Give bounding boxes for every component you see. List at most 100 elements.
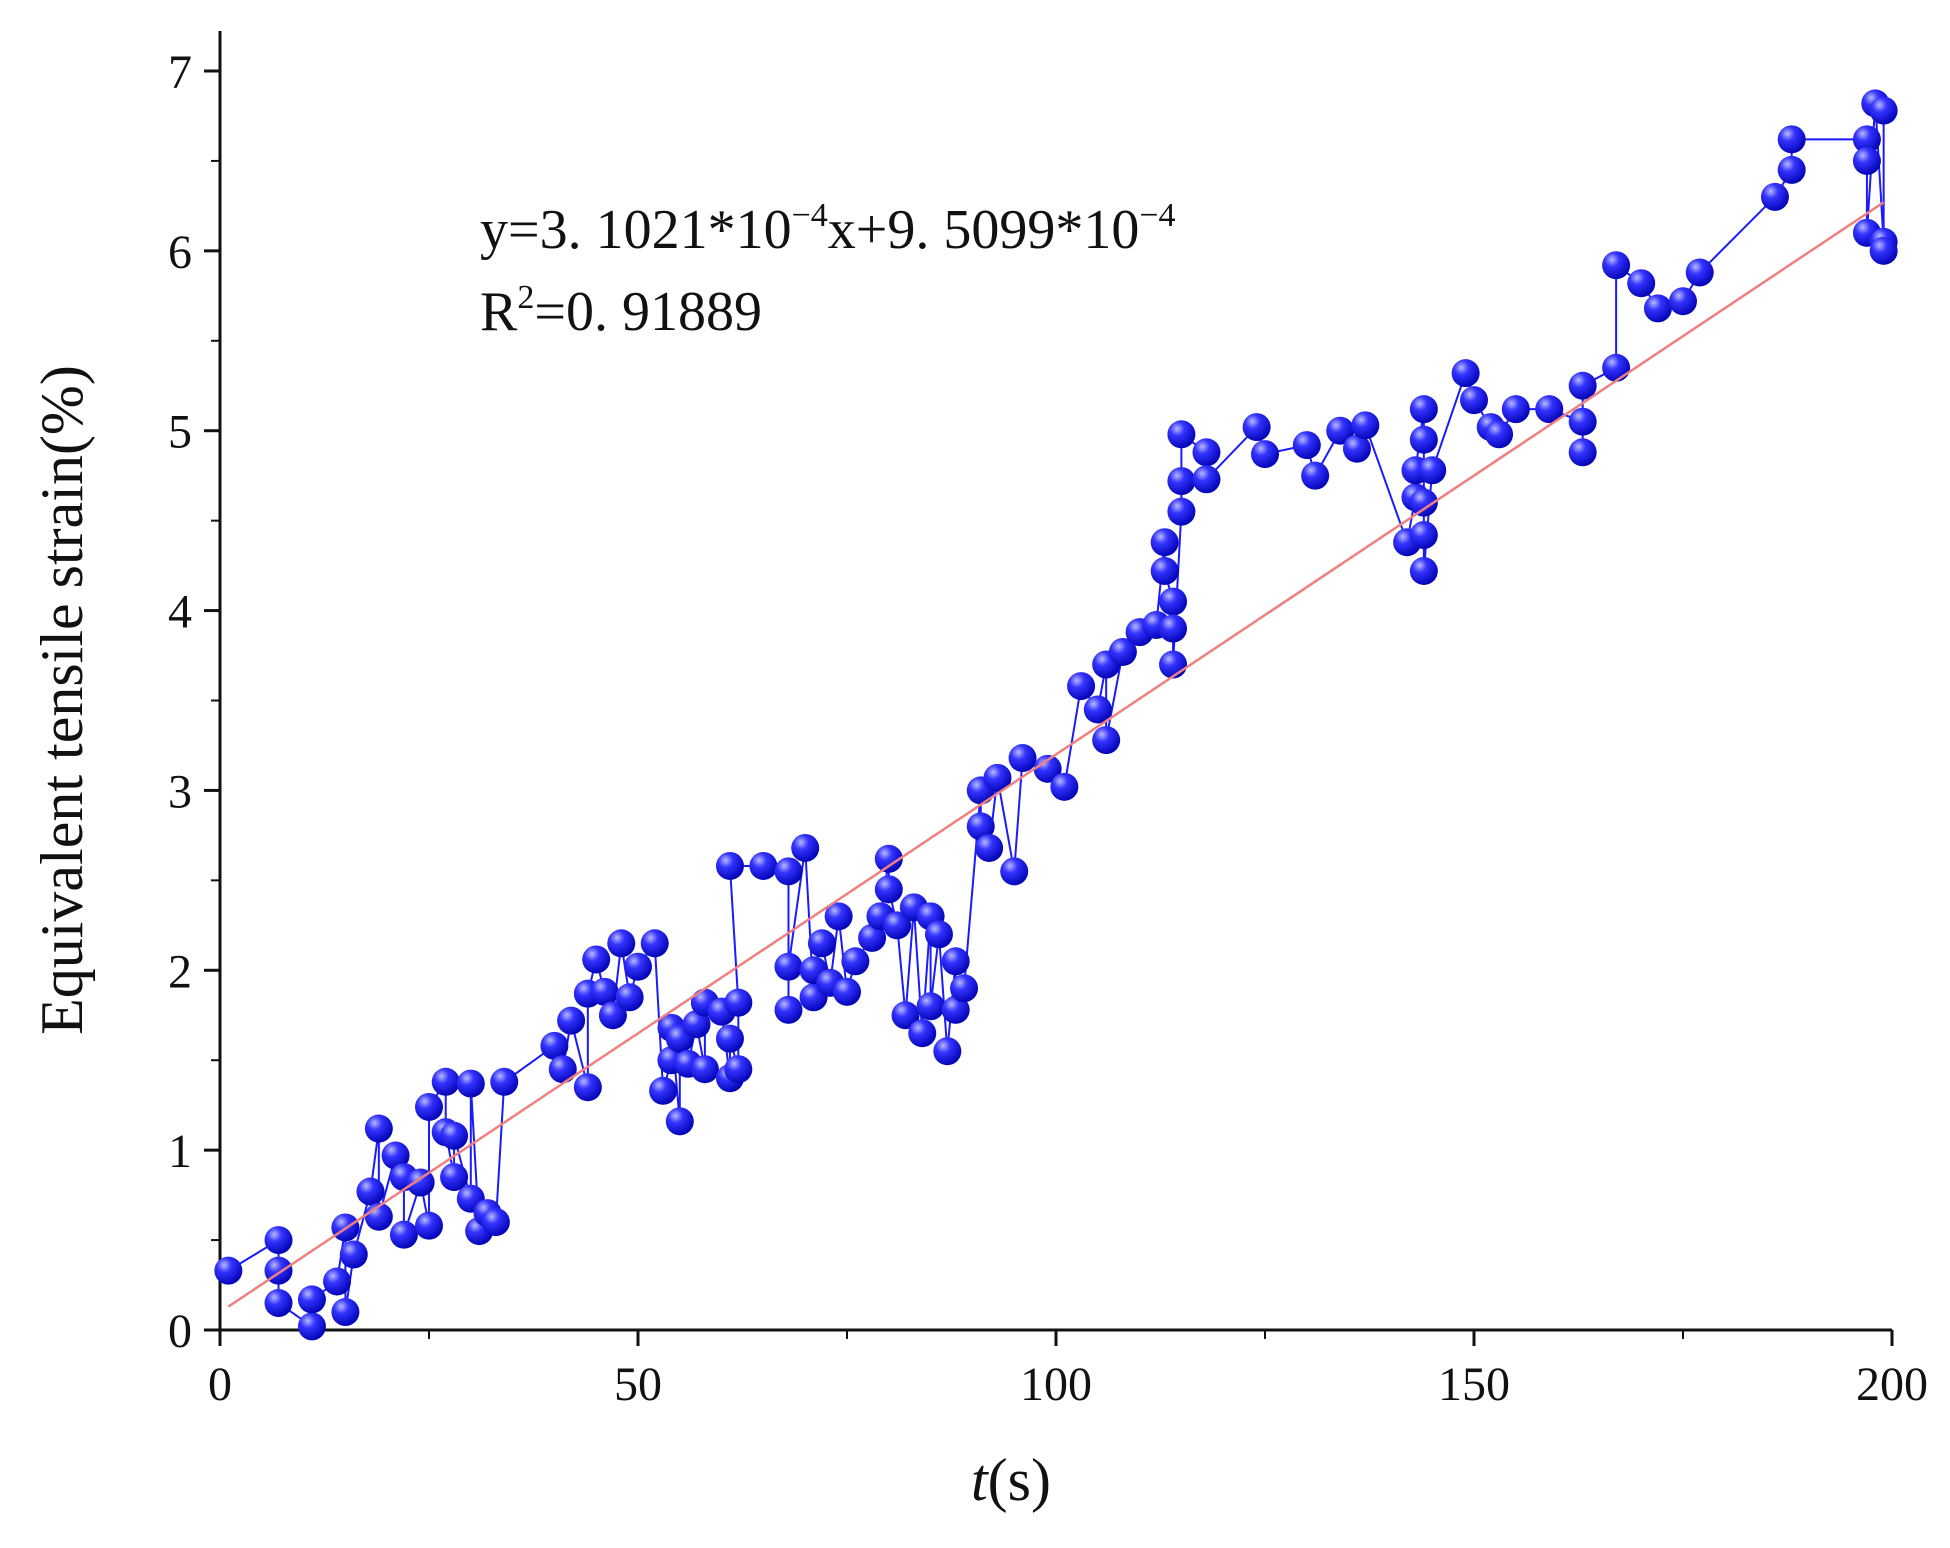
plot-layer: 0 1 2 3 4 5 6 7 0 50 100 150 200 — [168, 31, 1928, 1411]
data-point — [1451, 359, 1480, 388]
data-point — [1777, 125, 1806, 154]
data-point — [607, 929, 636, 958]
data-point — [1627, 269, 1656, 298]
data-point — [615, 983, 644, 1012]
data-point — [791, 833, 820, 862]
data-point — [1326, 416, 1355, 445]
data-point — [950, 974, 979, 1003]
fit-line — [227, 201, 1885, 1308]
data-point — [874, 844, 903, 873]
r-squared-part: =0. 91889 — [534, 281, 762, 343]
y-tick-label: 4 — [168, 586, 192, 639]
data-point — [874, 875, 903, 904]
data-point — [966, 812, 995, 841]
data-point — [774, 995, 803, 1024]
data-point — [924, 920, 953, 949]
y-tick-label: 0 — [168, 1305, 192, 1358]
data-point — [440, 1121, 469, 1150]
data-point — [481, 1208, 510, 1237]
equation-part: x+9. 5099*10 — [828, 199, 1140, 261]
data-point — [548, 1055, 577, 1084]
data-point — [1685, 258, 1714, 287]
data-point — [1760, 182, 1789, 211]
data-point — [1150, 528, 1179, 557]
data-point — [381, 1141, 410, 1170]
data-point — [649, 1076, 678, 1105]
data-point — [1643, 294, 1672, 323]
data-point — [440, 1163, 469, 1192]
data-point — [264, 1289, 293, 1318]
equation-exponent: −4 — [1139, 197, 1175, 234]
data-point — [624, 952, 652, 981]
x-label-symbol: t — [971, 1447, 989, 1513]
data-point — [908, 1019, 937, 1048]
data-point — [1501, 395, 1530, 424]
data-point — [1351, 411, 1380, 440]
data-point — [1485, 420, 1514, 449]
data-point — [1568, 371, 1597, 400]
equation-part: y=3. 1021*10 — [480, 199, 792, 261]
data-point — [1192, 438, 1221, 467]
data-point — [490, 1067, 519, 1096]
data-point — [1092, 726, 1121, 755]
data-point — [297, 1285, 326, 1314]
y-tick-label: 5 — [168, 406, 192, 459]
data-point — [1167, 467, 1196, 496]
data-point — [456, 1069, 485, 1098]
x-tick-label: 100 — [1020, 1358, 1092, 1411]
data-point — [1008, 744, 1037, 773]
data-point — [1409, 521, 1438, 550]
data-point — [640, 929, 669, 958]
data-point — [1535, 395, 1564, 424]
data-point — [975, 833, 1004, 862]
data-point — [323, 1267, 352, 1296]
data-point — [724, 1055, 753, 1084]
data-point — [297, 1312, 326, 1341]
y-tick-label: 2 — [168, 945, 192, 998]
y-axis-label: Equivalent tensile strain(%) — [29, 365, 95, 1035]
x-tick-label: 150 — [1438, 1358, 1510, 1411]
data-point — [1869, 236, 1898, 265]
data-point — [356, 1177, 385, 1206]
y-tick-label: 7 — [168, 46, 192, 99]
data-point — [1409, 425, 1438, 454]
data-point — [749, 851, 778, 880]
data-point — [1409, 488, 1438, 517]
x-tick-label: 200 — [1856, 1358, 1928, 1411]
data-point — [933, 1037, 962, 1066]
data-point — [1050, 772, 1079, 801]
data-point — [264, 1226, 293, 1255]
data-point — [389, 1220, 418, 1249]
data-point — [724, 988, 753, 1017]
data-point — [665, 1107, 694, 1136]
data-point — [590, 977, 619, 1006]
data-point — [582, 945, 611, 974]
data-point — [774, 952, 803, 981]
x-label-unit: (s) — [988, 1447, 1051, 1513]
data-point — [1083, 695, 1112, 724]
data-point — [214, 1256, 243, 1285]
y-tick-label: 6 — [168, 226, 192, 279]
data-point — [431, 1067, 460, 1096]
data-point — [916, 992, 945, 1021]
data-point — [406, 1168, 435, 1197]
data-point — [682, 1010, 711, 1039]
data-point — [1242, 413, 1271, 442]
data-point — [833, 977, 861, 1006]
x-tick-label: 0 — [208, 1358, 232, 1411]
equation: y=3. 1021*10−4x+9. 5099*10−4 — [480, 197, 1176, 261]
data-point — [1777, 155, 1806, 184]
r-squared: R2=0. 91889 — [480, 279, 762, 343]
data-point — [1568, 438, 1597, 467]
data-point — [1342, 434, 1371, 463]
data-point — [891, 1001, 920, 1030]
data-point — [1852, 146, 1881, 175]
data-point — [715, 851, 744, 880]
data-point — [1067, 672, 1096, 701]
r-squared-part: R — [480, 281, 518, 343]
data-point — [1108, 637, 1137, 666]
data-point — [1602, 251, 1631, 280]
data-point — [1301, 461, 1330, 490]
